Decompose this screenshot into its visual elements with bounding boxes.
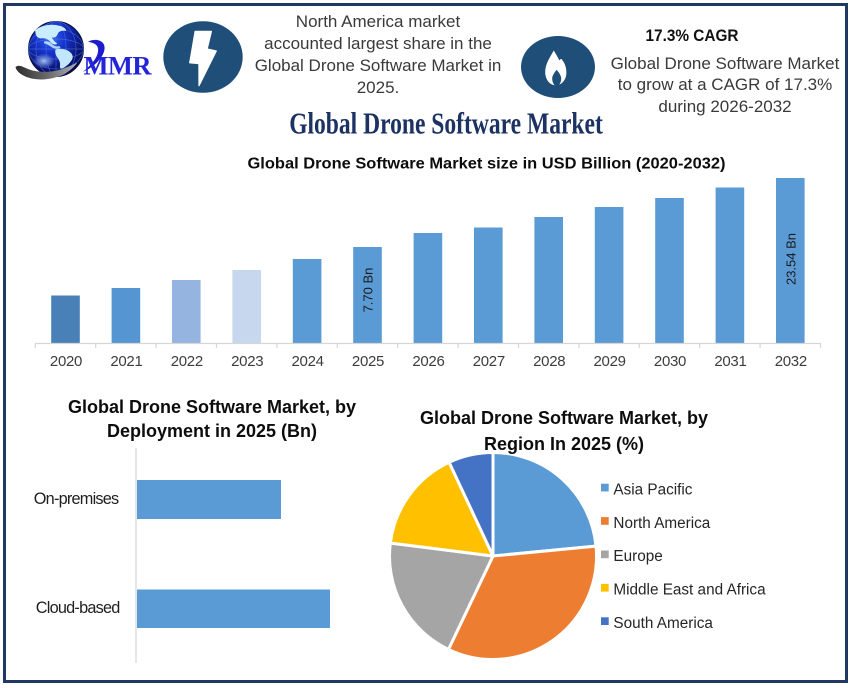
svg-text:17.3% CAGR: 17.3% CAGR [646, 27, 739, 45]
svg-text:23.54 Bn: 23.54 Bn [783, 233, 798, 285]
svg-text:North America: North America [613, 515, 710, 532]
svg-text:7.70 Bn: 7.70 Bn [360, 268, 375, 313]
svg-text:2024: 2024 [292, 353, 324, 370]
svg-text:2025: 2025 [352, 353, 384, 370]
svg-text:Europe: Europe [613, 548, 662, 565]
svg-text:2032: 2032 [775, 353, 807, 370]
svg-text:2031: 2031 [714, 353, 746, 370]
svg-text:2022: 2022 [171, 353, 203, 370]
svg-text:Asia Pacific: Asia Pacific [613, 481, 692, 498]
svg-text:MMR: MMR [84, 50, 153, 80]
svg-text:2026: 2026 [412, 353, 444, 370]
svg-text:2023: 2023 [231, 353, 263, 370]
svg-text:2027: 2027 [473, 353, 505, 370]
svg-text:2021: 2021 [110, 353, 142, 370]
svg-text:2029: 2029 [594, 353, 626, 370]
svg-text:2030: 2030 [654, 353, 686, 370]
svg-text:2028: 2028 [533, 353, 565, 370]
svg-text:South America: South America [613, 615, 713, 632]
svg-text:Global Drone Software Market s: Global Drone Software Market size in USD… [248, 155, 726, 172]
svg-text:Middle East and Africa: Middle East and Africa [613, 582, 766, 599]
svg-text:2020: 2020 [50, 353, 82, 370]
svg-text:Global Drone Software Market: Global Drone Software Market [289, 106, 603, 141]
